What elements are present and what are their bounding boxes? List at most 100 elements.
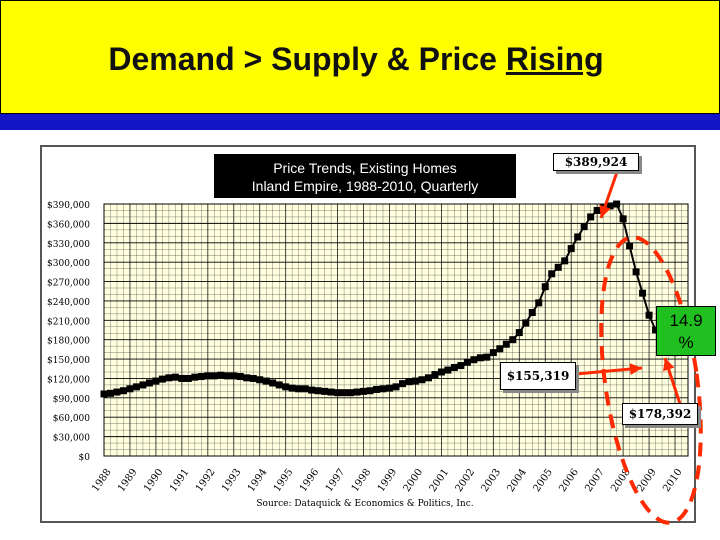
price-point — [275, 381, 283, 389]
slide-header: Demand > Supply & Price Rising — [0, 0, 720, 114]
price-point — [652, 326, 660, 334]
price-point — [386, 384, 394, 392]
percent-change-line: % — [678, 333, 694, 352]
price-point — [100, 390, 108, 398]
y-tick-label: $270,000 — [47, 279, 90, 289]
price-point — [457, 362, 465, 370]
price-point — [463, 358, 471, 366]
y-tick-label: $30,000 — [53, 434, 90, 444]
price-point — [113, 388, 121, 396]
price-point — [132, 383, 140, 391]
price-point — [269, 379, 277, 387]
price-point — [152, 377, 160, 385]
y-tick-label: $210,000 — [47, 317, 90, 327]
price-point — [145, 379, 153, 387]
price-point — [470, 356, 478, 364]
price-point — [528, 309, 536, 317]
chart-title-line: Inland Empire, 1988-2010, Quarterly — [251, 178, 479, 194]
percent-change-box: 14.9% — [656, 306, 716, 356]
price-point — [204, 372, 212, 380]
price-point — [424, 374, 432, 382]
x-tick-label: 2002 — [454, 467, 478, 494]
x-tick-label: 2003 — [479, 467, 503, 494]
x-tick-label: 1995 — [272, 467, 296, 494]
x-tick-label: 1999 — [376, 467, 400, 494]
price-point — [509, 336, 517, 344]
price-point — [632, 268, 640, 276]
price-point — [496, 345, 504, 353]
price-point — [613, 200, 621, 208]
y-tick-label: $180,000 — [47, 337, 90, 347]
price-point — [249, 374, 257, 382]
price-point — [418, 376, 426, 384]
price-point — [256, 376, 264, 384]
x-tick-label: 2004 — [505, 467, 529, 494]
x-tick-label: 2009 — [635, 467, 659, 494]
y-tick-label: $360,000 — [47, 220, 90, 230]
x-tick-label: 2005 — [531, 467, 555, 494]
price-point — [184, 374, 192, 382]
price-point — [340, 389, 348, 397]
trough-price-callout: $155,319 — [500, 362, 576, 390]
price-point — [165, 374, 173, 382]
price-point — [437, 368, 445, 376]
y-tick-label: $390,000 — [47, 201, 90, 211]
percent-change-line: 14.9 — [669, 311, 703, 330]
x-tick-label: 1990 — [142, 467, 166, 494]
price-point — [360, 387, 368, 395]
price-point — [483, 353, 491, 361]
x-tick-label: 1992 — [194, 467, 218, 494]
slide-title: Demand > Supply & Price Rising — [1, 41, 711, 78]
x-tick-label: 1988 — [90, 467, 114, 494]
x-tick-label: 2001 — [428, 467, 452, 494]
price-point — [392, 383, 400, 391]
x-tick-label: 1996 — [298, 467, 322, 494]
price-point — [561, 257, 569, 265]
price-point — [334, 389, 342, 397]
price-point — [191, 373, 199, 381]
price-point — [398, 380, 406, 388]
price-point — [619, 215, 627, 223]
chart-title-line: Price Trends, Existing Homes — [273, 160, 457, 176]
price-point — [366, 387, 374, 395]
chart-title: Price Trends, Existing Homes Inland Empir… — [214, 154, 516, 198]
y-tick-label: $0 — [79, 453, 91, 463]
x-tick-label: 2006 — [557, 467, 581, 494]
price-point — [554, 263, 562, 271]
price-point — [197, 373, 205, 381]
price-point — [308, 386, 316, 394]
price-point — [431, 371, 439, 379]
price-point — [243, 374, 251, 382]
x-tick-label: 2000 — [402, 467, 426, 494]
price-point — [405, 378, 413, 386]
price-point — [574, 233, 582, 241]
price-point — [587, 213, 595, 221]
price-point — [295, 385, 303, 393]
slide-title-emphasis: Rising — [505, 41, 604, 77]
price-point — [158, 375, 166, 383]
price-point — [230, 372, 238, 380]
y-tick-label: $300,000 — [47, 259, 90, 269]
price-point — [210, 372, 218, 380]
slide-title-prefix: Demand > Supply & Price — [108, 41, 506, 77]
price-point — [502, 340, 510, 348]
trough-arrow-head — [629, 363, 642, 376]
price-point — [450, 363, 458, 371]
price-point — [327, 388, 335, 396]
price-point — [489, 349, 497, 357]
current-arrow-head — [663, 358, 675, 372]
price-point — [373, 385, 381, 393]
price-point — [171, 373, 179, 381]
price-point — [347, 389, 355, 397]
price-point — [639, 289, 647, 297]
x-tick-label: 1994 — [246, 467, 270, 494]
price-point — [106, 389, 114, 397]
price-point — [548, 270, 556, 278]
price-point — [353, 388, 361, 396]
price-point — [593, 206, 601, 214]
peak-price-callout: $389,924 — [553, 153, 639, 171]
y-tick-label: $150,000 — [47, 356, 90, 366]
x-tick-label: 1997 — [324, 467, 348, 494]
price-point — [139, 381, 147, 389]
